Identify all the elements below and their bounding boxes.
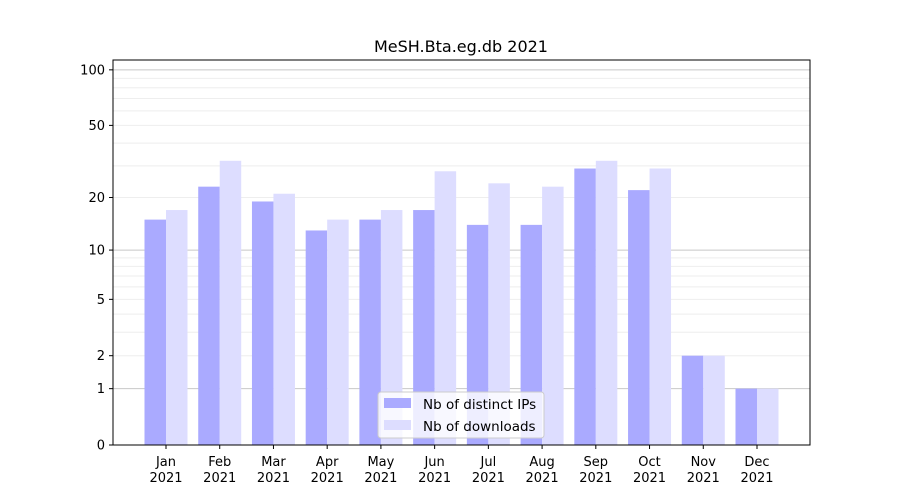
x-tick-label: Mar 2021 [257,455,290,486]
x-tick-label: Oct 2021 [633,455,666,486]
legend-swatch-downloads [384,420,411,430]
y-tick-label: 20 [88,191,105,206]
x-tick-label: Aug 2021 [526,455,559,486]
bar-downloads [488,183,510,445]
y-tick-label: 1 [97,382,105,397]
y-tick-label: 10 [88,244,105,259]
x-tick-label: Jan 2021 [149,455,182,486]
bar-ips [466,224,489,445]
x-tick-label: May 2021 [364,455,397,486]
bar-ips [359,219,381,445]
x-tick-label: Dec 2021 [740,455,773,486]
chart-title: MeSH.Bta.eg.db 2021 [374,37,548,56]
legend-swatch-ips [384,398,411,408]
bar-ips [305,230,328,445]
x-tick-label: Jun 2021 [418,455,451,486]
plot-frame [112,59,811,446]
bar-downloads [542,186,564,446]
x-tick-label: Apr 2021 [311,455,344,486]
x-tick-label: Jul 2021 [472,455,505,486]
bar-ips [413,210,435,445]
bar-ips [144,219,166,445]
y-tick-label: 0 [97,439,105,454]
bar-downloads [327,219,349,445]
bar-ips [251,201,274,445]
bar-downloads [273,193,295,445]
bar-downloads [434,171,457,445]
bar-downloads [649,168,672,445]
bar-ips [574,168,596,445]
legend: Nb of distinct IPs Nb of downloads [377,391,545,439]
y-tick-label: 100 [80,63,105,78]
bar-ips [735,388,757,445]
legend-label-ips: Nb of distinct IPs [423,397,536,413]
x-tick-label: Sep 2021 [579,455,612,486]
bar-downloads [703,355,725,445]
bar-downloads [166,210,188,445]
bar-downloads [595,160,618,445]
bar-ips [681,355,704,445]
y-tick-label: 50 [88,119,105,134]
bar-ips [520,224,543,445]
y-tick-label: 5 [97,293,105,308]
y-tick-label: 2 [97,349,105,364]
bar-downloads [380,210,403,445]
bar-ips [198,186,220,446]
x-tick-label: Feb 2021 [203,455,236,486]
x-tick-label: Nov 2021 [687,455,720,486]
bar-downloads [757,388,779,445]
bar-ips [628,190,650,445]
legend-label-downloads: Nb of downloads [423,419,536,435]
bar-downloads [219,160,242,445]
